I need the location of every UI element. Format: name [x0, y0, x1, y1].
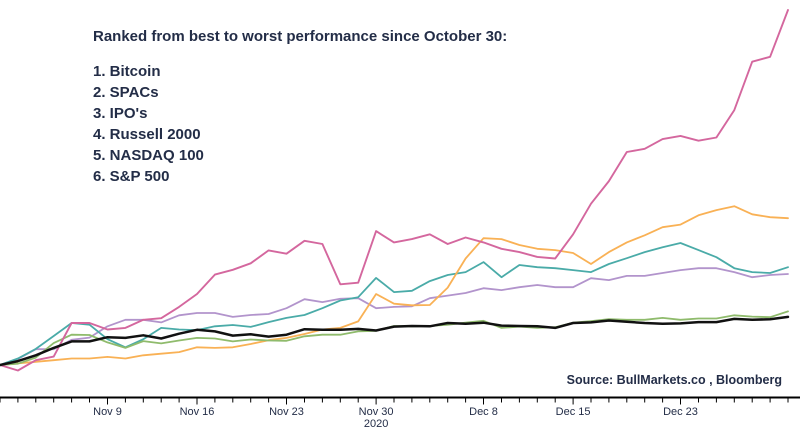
ranking-item-5: 5. NASDAQ 100: [93, 147, 204, 164]
x-tick-label: Dec 15: [556, 406, 591, 418]
ranking-item-1: 1. Bitcoin: [93, 63, 161, 80]
source-credit: Source: BullMarkets.co , Bloomberg: [566, 373, 782, 387]
x-tick-label: Nov 16: [180, 406, 215, 418]
series-line-s-p-500: [0, 315, 790, 367]
x-tick-label: Nov 23: [269, 406, 304, 418]
series-line-bitcoin: [0, 9, 789, 372]
x-tick-label: Nov 9: [93, 406, 122, 418]
series-line-spacs: [0, 205, 789, 366]
series-line-russell-2000: [0, 267, 789, 366]
ranking-item-3: 3. IPO's: [93, 105, 148, 122]
x-tick-label: Dec 8: [469, 406, 498, 418]
ranking-annotation: Ranked from best to worst performance si…: [93, 26, 507, 187]
ranking-list: 1. Bitcoin 2. SPACs 3. IPO's 4. Russell …: [93, 61, 507, 187]
ranking-item-2: 2. SPACs: [93, 84, 159, 101]
series-line-ipo-s: [0, 242, 789, 366]
ranking-item-6: 6. S&P 500: [93, 168, 170, 185]
x-tick-label: Dec 23: [663, 406, 698, 418]
x-axis-year-label: 2020: [364, 418, 388, 430]
x-tick-label: Nov 30: [359, 406, 394, 418]
ranking-item-4: 4. Russell 2000: [93, 126, 201, 143]
ranking-title: Ranked from best to worst performance si…: [93, 28, 508, 45]
